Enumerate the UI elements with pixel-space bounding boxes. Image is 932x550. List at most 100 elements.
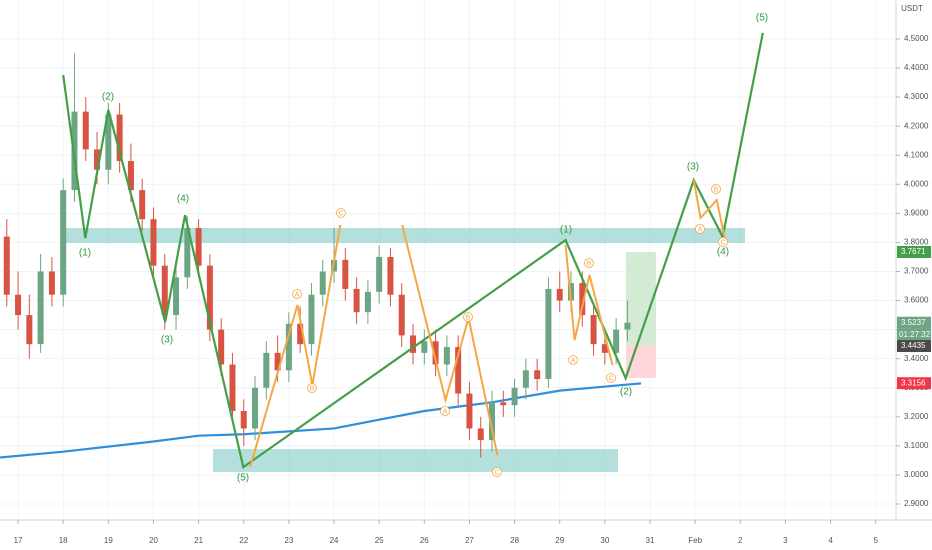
candle-body bbox=[218, 329, 225, 365]
candle-body bbox=[534, 370, 541, 380]
candle-body bbox=[432, 341, 439, 365]
candle-body bbox=[500, 402, 507, 406]
y-tick-label: 3.1000 bbox=[904, 441, 929, 450]
subwave-label: C bbox=[720, 239, 725, 246]
x-tick-label: 21 bbox=[194, 536, 203, 545]
candle-body bbox=[94, 149, 101, 170]
target-box bbox=[626, 252, 656, 345]
subwave-label: B bbox=[587, 260, 592, 267]
candle-body bbox=[319, 271, 326, 295]
x-tick-label: 3 bbox=[783, 536, 788, 545]
x-tick-label: 23 bbox=[284, 536, 293, 545]
y-tick-label: 4.2000 bbox=[904, 121, 929, 130]
candle-body bbox=[579, 283, 586, 316]
candle-body bbox=[116, 114, 123, 162]
candle-body bbox=[556, 288, 563, 301]
subwave-label: B bbox=[714, 186, 719, 193]
x-tick-label: 25 bbox=[375, 536, 384, 545]
candle-body bbox=[48, 271, 55, 295]
price-tag-label: 3.7671 bbox=[901, 247, 926, 256]
x-tick-label: 30 bbox=[600, 536, 609, 545]
wave-label: (1) bbox=[560, 225, 572, 236]
x-tick-label: 28 bbox=[510, 536, 519, 545]
subwave-circle bbox=[584, 258, 594, 268]
candle-body bbox=[82, 111, 89, 150]
candle-body bbox=[364, 291, 371, 313]
candle-body bbox=[229, 364, 236, 412]
wave-label: (2) bbox=[620, 387, 632, 398]
wave-label: (1) bbox=[79, 248, 91, 259]
candle-body bbox=[421, 341, 428, 353]
candle-body bbox=[184, 227, 191, 278]
y-tick-label: 3.7000 bbox=[904, 267, 929, 276]
y-tick-label: 2.9000 bbox=[904, 499, 929, 508]
subwave-circle bbox=[492, 467, 502, 477]
candle-body bbox=[206, 265, 213, 330]
subwave-circle bbox=[711, 184, 721, 194]
y-tick-label: 3.2000 bbox=[904, 412, 929, 421]
y-tick-label: 3.4000 bbox=[904, 354, 929, 363]
candle-body bbox=[398, 294, 405, 336]
wave-label: (5) bbox=[756, 13, 768, 24]
subwave-circle bbox=[307, 383, 317, 393]
subwave-label: C bbox=[338, 210, 343, 217]
candle-body bbox=[26, 315, 33, 345]
x-tick-label: Feb bbox=[688, 536, 702, 545]
wave-label: (2) bbox=[102, 92, 114, 103]
candle-body bbox=[624, 322, 631, 330]
y-tick-label: 4.5000 bbox=[904, 34, 929, 43]
candle-body bbox=[455, 347, 462, 394]
candle-body bbox=[3, 236, 10, 295]
wave-label: (4) bbox=[177, 194, 189, 205]
price-tag-label: 3.4435 bbox=[901, 341, 926, 350]
candle-body bbox=[308, 294, 315, 345]
candle-body bbox=[443, 347, 450, 365]
candle-body bbox=[613, 329, 620, 353]
candle-body bbox=[195, 227, 202, 266]
subwave-label: B bbox=[310, 385, 315, 392]
x-tick-label: 29 bbox=[555, 536, 564, 545]
elliott-wave bbox=[62, 32, 764, 469]
countdown-bg bbox=[897, 328, 931, 341]
support-zone bbox=[213, 449, 618, 472]
countdown: 01:27:32 bbox=[899, 330, 931, 339]
candle-body bbox=[376, 256, 383, 292]
subwave-circle bbox=[718, 237, 728, 247]
candle-body bbox=[511, 387, 518, 406]
candle-body bbox=[240, 411, 247, 429]
y-tick-label: 4.0000 bbox=[904, 179, 929, 188]
subwave-circle bbox=[695, 224, 705, 234]
candle-body bbox=[139, 190, 146, 220]
x-tick-label: 27 bbox=[465, 536, 474, 545]
candle-body bbox=[601, 344, 608, 353]
currency: USDT bbox=[901, 4, 923, 13]
wave-label: (4) bbox=[717, 247, 729, 258]
candle-body bbox=[466, 393, 473, 429]
subwave-circle bbox=[336, 208, 346, 218]
subwave-label: A bbox=[443, 408, 448, 415]
candle-body bbox=[263, 352, 270, 388]
candle-body bbox=[489, 402, 496, 441]
candle-body bbox=[150, 219, 157, 266]
price-tag bbox=[897, 245, 931, 258]
y-tick-label: 3.9000 bbox=[904, 208, 929, 217]
subwave-label: B bbox=[466, 314, 471, 321]
plot bbox=[0, 32, 764, 469]
candle-body bbox=[161, 265, 168, 316]
candle-body bbox=[410, 335, 417, 353]
candle-body bbox=[387, 256, 394, 295]
candle-body bbox=[285, 323, 292, 371]
y-tick-label: 3.0000 bbox=[904, 470, 929, 479]
wave-label: (3) bbox=[687, 162, 699, 173]
wave-label: (5) bbox=[237, 473, 249, 484]
subwave-label: C bbox=[494, 469, 499, 476]
price-tag bbox=[897, 377, 931, 390]
x-tick-label: 4 bbox=[828, 536, 833, 545]
subwave-label: C bbox=[608, 375, 613, 382]
price-tag-label: 3.3156 bbox=[901, 378, 926, 387]
candle-body bbox=[252, 387, 259, 429]
x-tick-label: 18 bbox=[59, 536, 68, 545]
x-tick-label: 2 bbox=[738, 536, 743, 545]
price-tag bbox=[897, 340, 931, 353]
